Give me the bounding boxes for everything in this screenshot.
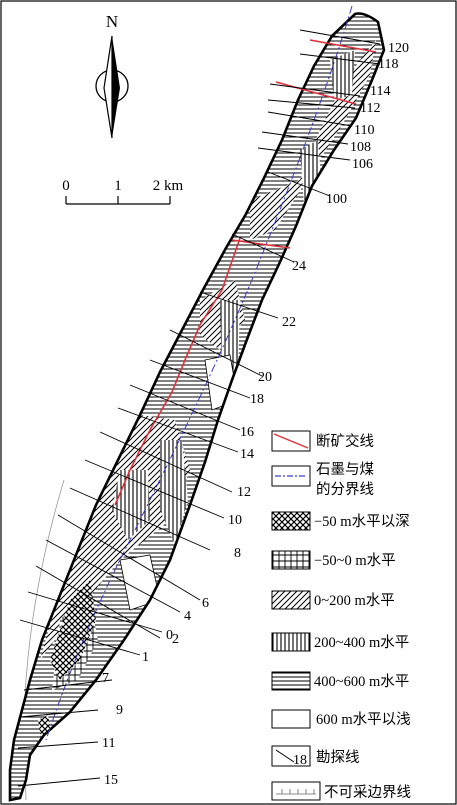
line-label-8: 8	[234, 546, 241, 561]
line-label-14: 14	[240, 447, 254, 462]
line-label-114: 114	[370, 84, 390, 99]
legend-label-minus50-to-0: −50~0 m水平	[314, 552, 396, 569]
legend-item-unminable-boundary: 不可采边界线	[271, 781, 411, 801]
exploration-lines	[17, 29, 381, 787]
fault-line-top-3	[231, 239, 291, 249]
line-label-4: 4	[184, 609, 191, 624]
line-label-108: 108	[350, 140, 371, 155]
legend-label-boundary-line1: 石墨与煤	[316, 461, 374, 478]
line-label-11: 11	[102, 736, 115, 751]
north-label: N	[106, 12, 118, 31]
scale-bar: 0 1 2 km	[62, 178, 184, 205]
line-label-7: 7	[102, 671, 109, 686]
fault-line-top-2	[309, 39, 377, 53]
line-label-22: 22	[282, 315, 296, 330]
line-label-24: 24	[292, 259, 306, 274]
line-label-10: 10	[228, 513, 242, 528]
legend-label-0-to-200: 0~200 m水平	[314, 592, 395, 609]
scale-tick-0: 0	[62, 178, 70, 194]
line-label-12: 12	[237, 485, 251, 500]
legend-item-400-to-600: 400~600 m水平	[271, 671, 409, 691]
exploration-line-labels: 120 118 114 112 110 108 106 100 24 22 20…	[102, 41, 409, 788]
line-label-0: 0	[166, 628, 173, 643]
legend-label-boundary-line2: 的分界线	[316, 481, 374, 498]
legend-item-fault: 断矿交线	[271, 430, 374, 452]
legend-item-minus50-to-0: −50~0 m水平	[271, 550, 396, 570]
scale-tick-1: 1	[114, 178, 122, 194]
line-label-120: 120	[388, 41, 409, 56]
fault-ore-intersection-line	[114, 237, 241, 506]
line-label-2: 2	[172, 632, 179, 647]
line-label-100: 100	[326, 192, 347, 207]
line-label-9: 9	[116, 703, 123, 718]
legend-label-below-minus50: −50 m水平以深	[314, 513, 410, 530]
line-label-106: 106	[352, 157, 373, 172]
legend-label-unminable-boundary: 不可采边界线	[324, 784, 411, 801]
line-label-118: 118	[378, 57, 398, 72]
legend-item-exploration-line: 18 勘探线	[271, 745, 360, 768]
legend-item-above-600: 600 m水平以浅	[271, 709, 411, 729]
legend-label-400-to-600: 400~600 m水平	[314, 673, 409, 690]
legend-label-exploration-line: 勘探线	[316, 749, 360, 766]
legend: 断矿交线 石墨与煤 的分界线 −50 m水平以深 −50~0 m水平 0~200…	[271, 430, 411, 801]
line-label-20: 20	[258, 370, 272, 385]
line-label-110: 110	[354, 123, 374, 138]
line-label-15: 15	[104, 773, 118, 788]
line-label-1: 1	[142, 650, 149, 665]
legend-label-200-to-400: 200~400 m水平	[314, 634, 409, 651]
legend-sample-number: 18	[293, 753, 307, 768]
line-label-6: 6	[202, 596, 209, 611]
legend-item-200-to-400: 200~400 m水平	[271, 632, 409, 652]
legend-label-fault: 断矿交线	[316, 432, 374, 450]
fault-line-top-1	[275, 81, 357, 105]
line-label-112: 112	[360, 101, 380, 116]
legend-item-0-to-200: 0~200 m水平	[271, 590, 395, 610]
scale-tick-2: 2 km	[153, 178, 184, 194]
line-label-16: 16	[240, 425, 254, 440]
legend-item-graphite-coal-boundary: 石墨与煤 的分界线	[271, 461, 374, 498]
legend-item-below-minus50: −50 m水平以深	[271, 511, 410, 531]
legend-label-above-600: 600 m水平以浅	[316, 711, 411, 728]
north-arrow: N	[95, 12, 129, 139]
line-label-18: 18	[250, 392, 264, 407]
